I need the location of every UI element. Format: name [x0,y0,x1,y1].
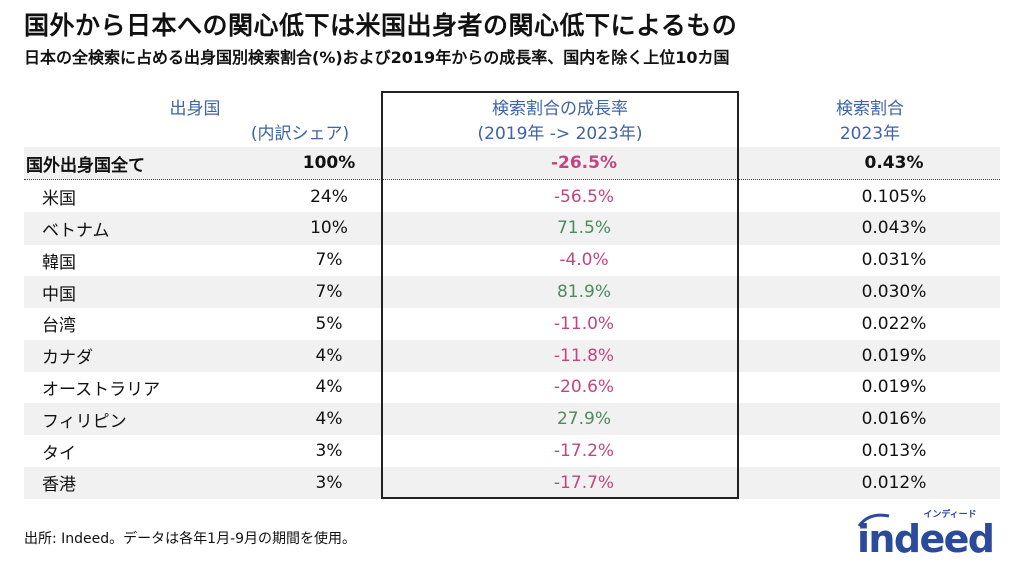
source-note: 出所: Indeed。データは各年1月-9月の期間を使用。 [24,531,357,547]
cell-growth: 71.5% [556,218,611,239]
table-row: オーストラリア 4% -20.6% 0.019% [24,371,1000,403]
cell-growth: 81.9% [556,282,611,303]
cell-ratio: 0.43% [864,153,924,174]
table-row: 台湾 5% -11.0% 0.022% [24,308,1000,340]
cell-ratio: 0.043% [861,218,927,239]
cell-ratio: 0.013% [861,441,927,462]
cell-growth: -26.5% [550,153,618,174]
cell-share: 4% [315,409,343,430]
cell-country: フィリピン [42,411,127,432]
table-row: カナダ 4% -11.8% 0.019% [24,339,1000,372]
header-share: (内訳シェア) [250,124,350,144]
cell-share: 7% [315,282,343,303]
cell-ratio: 0.022% [861,313,927,334]
cell-country: オーストラリア [42,379,161,400]
cell-country: 国外出身国全て [26,155,145,176]
cell-growth: -17.2% [553,441,615,462]
header-growth: 検索割合の成長率 [492,99,628,119]
cell-country: ベトナム [42,220,110,241]
cell-share: 4% [315,377,343,398]
cell-share: 24% [310,186,348,207]
cell-country: タイ [42,443,76,464]
growth-column-frame [381,91,739,499]
cell-country: カナダ [42,348,93,369]
table-row: 香港 3% -17.7% 0.012% [24,466,1000,500]
cell-ratio: 0.019% [861,377,927,398]
cell-ratio: 0.012% [861,472,927,493]
page-subtitle: 日本の全検索に占める出身国別検索割合(%)および2019年からの成長率、国内を除… [24,48,730,67]
cell-ratio: 0.016% [861,409,927,430]
cell-country: 米国 [42,189,76,210]
cell-share: 7% [315,250,343,271]
table-row: ベトナム 10% 71.5% 0.043% [24,212,1000,245]
header-ratio: 検索割合 [836,99,904,119]
cell-growth: -56.5% [553,186,615,207]
cell-growth: -4.0% [559,250,609,271]
table-row: 中国 7% 81.9% 0.030% [24,275,1000,309]
table-row: 米国 24% -56.5% 0.105% [24,181,1000,213]
logo-text: indeed [857,517,995,556]
cell-ratio: 0.105% [861,186,927,207]
cell-country: 中国 [42,284,76,305]
header-growth-period: (2019年 -> 2023年) [477,124,643,144]
cell-share: 3% [315,441,343,462]
header-country: 出身国 [169,99,221,119]
cell-growth: -20.6% [553,377,615,398]
cell-growth: 27.9% [556,409,611,430]
indeed-logo: インディード indeed [855,506,1005,561]
cell-country: 香港 [42,475,76,496]
cell-ratio: 0.031% [861,250,927,271]
cell-share: 100% [302,153,356,174]
table-row: 韓国 7% -4.0% 0.031% [24,244,1000,276]
cell-growth: -17.7% [553,472,615,493]
page-title: 国外から日本への関心低下は米国出身者の関心低下によるもの [24,11,738,40]
cell-share: 5% [315,313,343,334]
table-row: フィリピン 4% 27.9% 0.016% [24,403,1000,436]
cell-ratio: 0.030% [861,282,927,303]
logo-kana: インディード [923,508,976,520]
cell-country: 台湾 [42,316,76,337]
table-row: タイ 3% -17.2% 0.013% [24,435,1000,467]
cell-growth: -11.8% [553,345,615,366]
cell-share: 3% [315,472,343,493]
table-row-total: 国外出身国全て 100% -26.5% 0.43% [24,147,1000,181]
cell-share: 4% [315,345,343,366]
header-ratio-year: 2023年 [839,124,901,144]
cell-share: 10% [310,218,348,239]
cell-country: 韓国 [42,252,76,273]
cell-ratio: 0.019% [861,345,927,366]
cell-growth: -11.0% [553,313,615,334]
